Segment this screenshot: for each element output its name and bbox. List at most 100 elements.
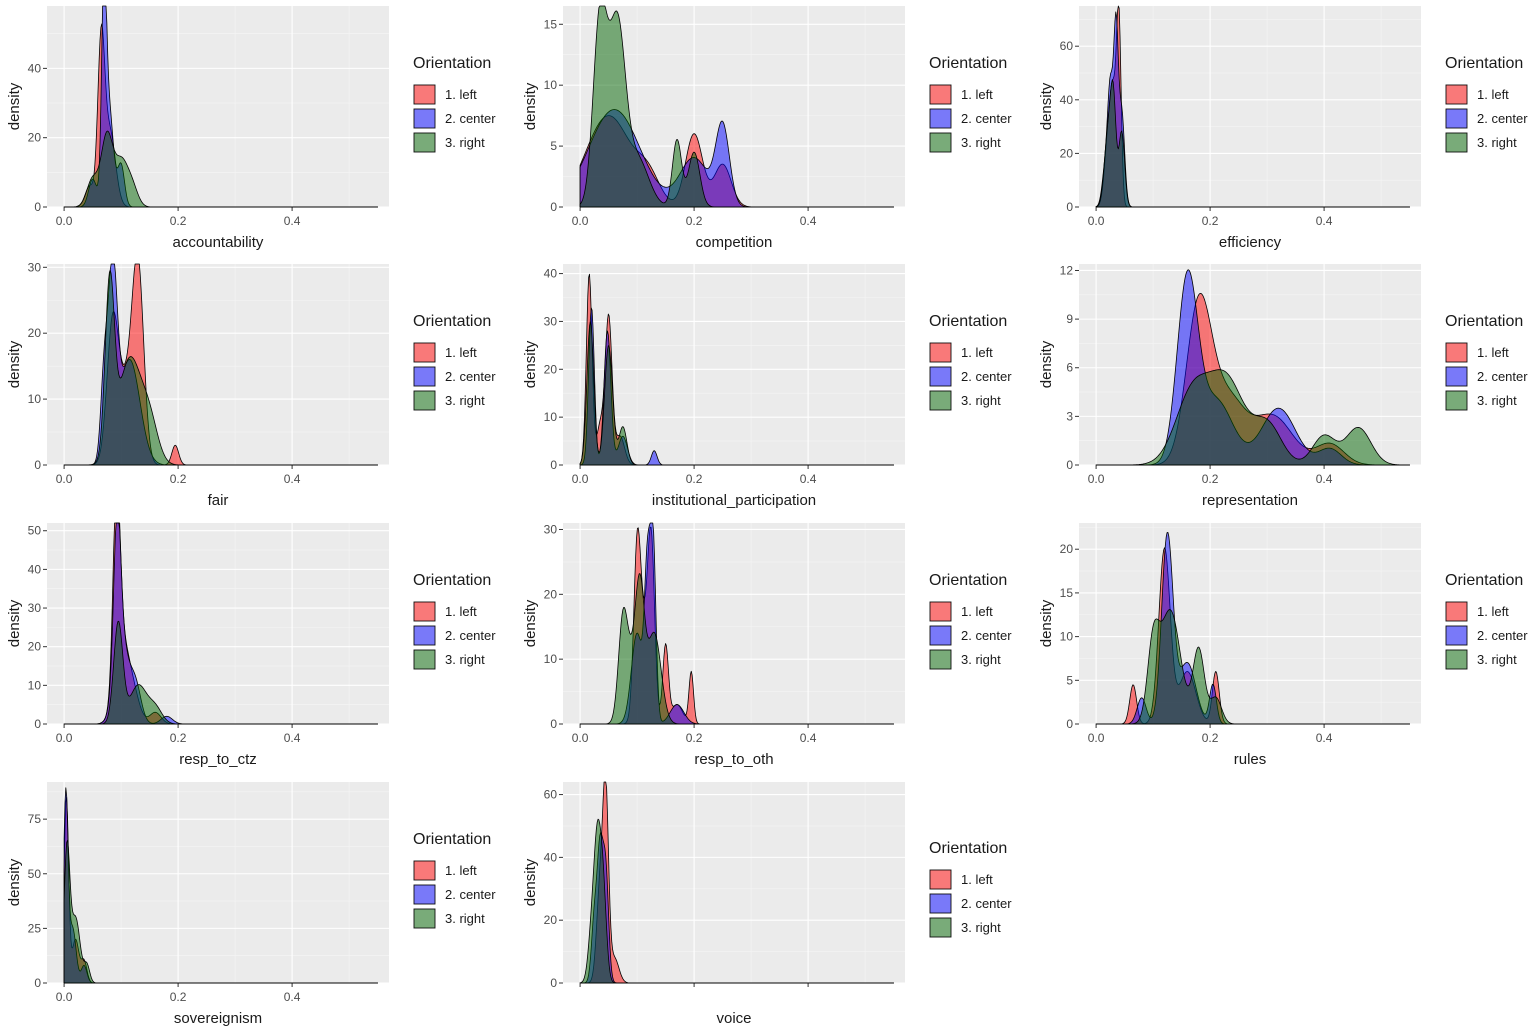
legend-item-label: 2. center: [961, 369, 1012, 384]
y-tick-label: 40: [544, 850, 558, 864]
legend-swatch: [1445, 625, 1468, 646]
legend-item-label: 3. right: [445, 652, 485, 667]
legend-swatch: [413, 625, 436, 646]
panel-background: [47, 782, 389, 983]
y-tick-label: 25: [28, 921, 42, 935]
y-tick-label: 20: [1060, 542, 1074, 556]
x-axis-label: sovereignism: [174, 1010, 262, 1027]
density-panel-fair: 0.0 0.2 0.4 0 10 20 30 fair density Orientation 1.…: [6, 260, 496, 509]
y-axis-label: density: [6, 599, 23, 647]
legend: Orientation 1. left 2. center 3. right: [1445, 572, 1528, 670]
legend-title: Orientation: [1445, 313, 1523, 330]
legend-swatch: [929, 893, 952, 914]
x-tick-label: 0.4: [1316, 731, 1333, 745]
density-area-right: [579, 573, 894, 725]
legend-swatch: [929, 917, 952, 938]
y-tick-label: 20: [544, 587, 558, 601]
y-tick-label: 0: [550, 458, 557, 472]
density-panel-voice: 0 20 40 60 voice density Orientation 1. left 2. …: [522, 781, 1012, 1027]
legend-swatch: [413, 342, 436, 363]
x-tick-label: 0.2: [686, 214, 703, 228]
y-axis-label: density: [522, 858, 539, 906]
y-tick-label: 5: [1066, 673, 1073, 687]
y-tick-label: 0: [1066, 200, 1073, 214]
x-axis-label: efficiency: [1219, 234, 1282, 251]
y-axis-label: density: [6, 858, 23, 906]
legend-swatch: [1445, 366, 1468, 387]
y-tick-label: 10: [28, 678, 42, 692]
x-tick-label: 0.4: [800, 472, 817, 486]
x-tick-label: 0.2: [1202, 214, 1219, 228]
density-panel-resp_to_ctz: 0.0 0.2 0.4 0 10 20 30 40 50 resp_to_ctz density Or…: [6, 522, 496, 768]
legend-item-label: 3. right: [961, 652, 1001, 667]
x-tick-label: 0.2: [1202, 472, 1219, 486]
legend-swatch: [413, 649, 436, 670]
legend-item-label: 3. right: [445, 911, 485, 926]
density-panel-rules: 0.0 0.2 0.4 0 5 10 15 20 rules density Orientation…: [1038, 523, 1528, 768]
legend-swatch: [1445, 390, 1468, 411]
x-tick-label: 0.4: [1316, 472, 1333, 486]
y-tick-label: 0: [34, 717, 41, 731]
legend-item-label: 3. right: [961, 920, 1001, 935]
x-axis-label: accountability: [173, 234, 264, 251]
y-tick-label: 6: [1066, 361, 1073, 375]
y-tick-label: 40: [1060, 93, 1074, 107]
panel-background: [47, 523, 389, 724]
legend-item-label: 2. center: [1477, 628, 1528, 643]
legend-item-label: 1. left: [445, 87, 477, 102]
legend-item-label: 3. right: [961, 135, 1001, 150]
legend-item-label: 3. right: [445, 135, 485, 150]
density-panel-institutional_participation: 0.0 0.2 0.4 0 10 20 30 40 institutional_particip…: [522, 264, 1012, 509]
legend-swatch: [413, 132, 436, 153]
x-tick-label: 0.2: [170, 731, 187, 745]
y-tick-label: 40: [544, 267, 558, 281]
y-tick-label: 10: [544, 78, 558, 92]
legend-swatch: [929, 84, 952, 105]
x-tick-label: 0.0: [56, 214, 73, 228]
legend: Orientation 1. left 2. center 3. right: [413, 55, 496, 153]
legend-item-label: 3. right: [1477, 393, 1517, 408]
legend-item-label: 2. center: [445, 628, 496, 643]
x-tick-label: 0.2: [1202, 731, 1219, 745]
y-tick-label: 20: [544, 913, 558, 927]
legend-item-label: 1. left: [961, 604, 993, 619]
x-tick-label: 0.0: [1088, 214, 1105, 228]
y-tick-label: 15: [1060, 586, 1074, 600]
y-axis-label: density: [522, 82, 539, 130]
legend: Orientation 1. left 2. center 3. right: [929, 840, 1012, 938]
x-tick-label: 0.2: [170, 990, 187, 1004]
legend-swatch: [413, 108, 436, 129]
y-tick-label: 10: [28, 392, 42, 406]
y-tick-label: 50: [28, 524, 42, 538]
y-tick-label: 75: [28, 812, 42, 826]
legend: Orientation 1. left 2. center 3. right: [929, 572, 1012, 670]
y-tick-label: 40: [28, 61, 42, 75]
x-axis-label: rules: [1234, 751, 1267, 768]
x-tick-label: 0.2: [686, 731, 703, 745]
y-tick-label: 0: [1066, 458, 1073, 472]
density-panel-accountability: 0.0 0.2 0.4 0 20 40 accountability density Orien…: [6, 5, 496, 251]
legend-item-label: 1. left: [1477, 604, 1509, 619]
legend-swatch: [413, 860, 436, 881]
y-tick-label: 30: [28, 601, 42, 615]
panel-background: [1079, 6, 1421, 207]
y-tick-label: 9: [1066, 312, 1073, 326]
density-area-right: [63, 620, 378, 725]
x-axis-label: resp_to_oth: [694, 751, 773, 768]
density-area-right: [1095, 369, 1410, 466]
y-tick-label: 10: [544, 652, 558, 666]
legend-swatch: [1445, 108, 1468, 129]
legend-item-label: 3. right: [1477, 135, 1517, 150]
x-tick-label: 0.4: [284, 731, 301, 745]
legend-title: Orientation: [1445, 572, 1523, 589]
legend-swatch: [929, 108, 952, 129]
density-area-right: [63, 269, 378, 466]
legend-title: Orientation: [929, 840, 1007, 857]
legend-item-label: 2. center: [1477, 111, 1528, 126]
density-area-right: [579, 5, 894, 208]
y-tick-label: 20: [28, 326, 42, 340]
density-area-right: [63, 839, 378, 984]
legend-swatch: [413, 884, 436, 905]
legend-title: Orientation: [929, 313, 1007, 330]
